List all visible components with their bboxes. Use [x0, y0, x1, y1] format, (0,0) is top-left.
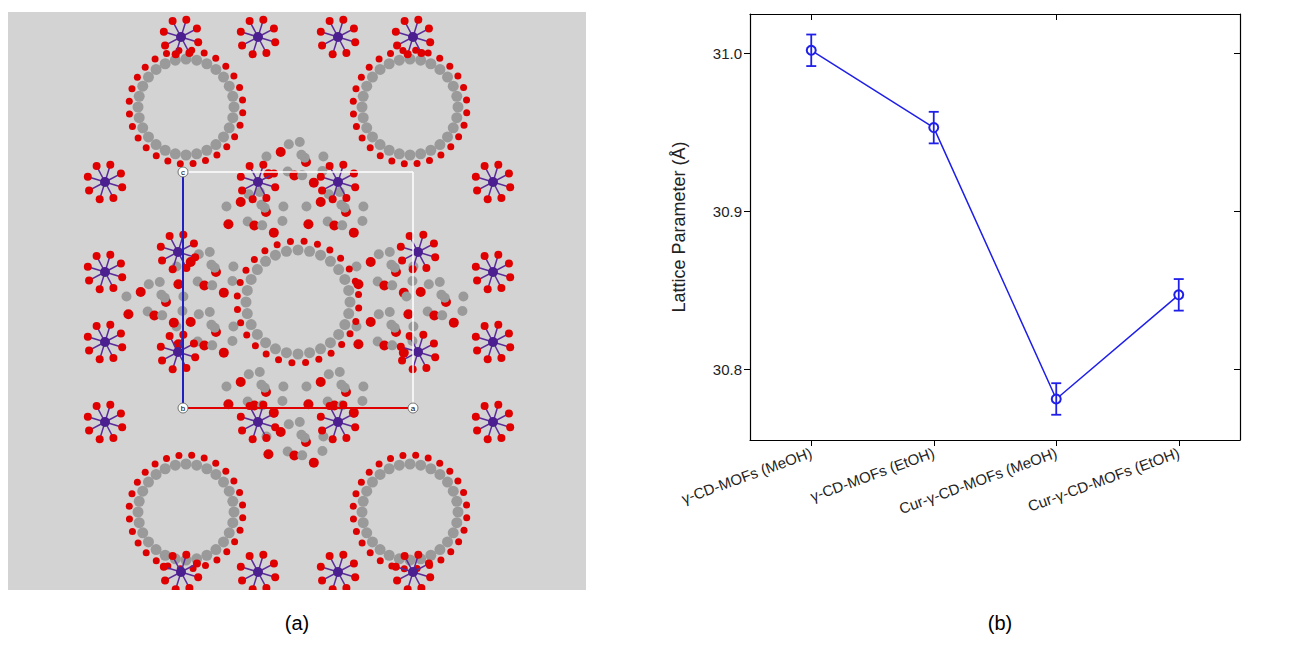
svg-text:30.9: 30.9 [713, 203, 742, 220]
svg-text:b: b [181, 404, 186, 413]
svg-text:γ-CD-MOFs (MeOH): γ-CD-MOFs (MeOH) [679, 444, 814, 507]
svg-text:γ-CD-MOFs (EtOH): γ-CD-MOFs (EtOH) [807, 444, 937, 505]
svg-text:30.8: 30.8 [713, 361, 742, 378]
svg-text:Cur-γ-CD-MOFs (MeOH): Cur-γ-CD-MOFs (MeOH) [896, 444, 1060, 517]
svg-text:Lattice Parameter (Å): Lattice Parameter (Å) [669, 141, 689, 312]
svg-text:Cur-γ-CD-MOFs (EtOH): Cur-γ-CD-MOFs (EtOH) [1026, 444, 1182, 515]
svg-text:31.0: 31.0 [713, 45, 742, 62]
svg-text:a: a [411, 404, 416, 413]
html-text:(b): (b) [987, 612, 1013, 634]
svg-text:c: c [181, 168, 185, 177]
html-text:(a): (a) [284, 612, 310, 634]
